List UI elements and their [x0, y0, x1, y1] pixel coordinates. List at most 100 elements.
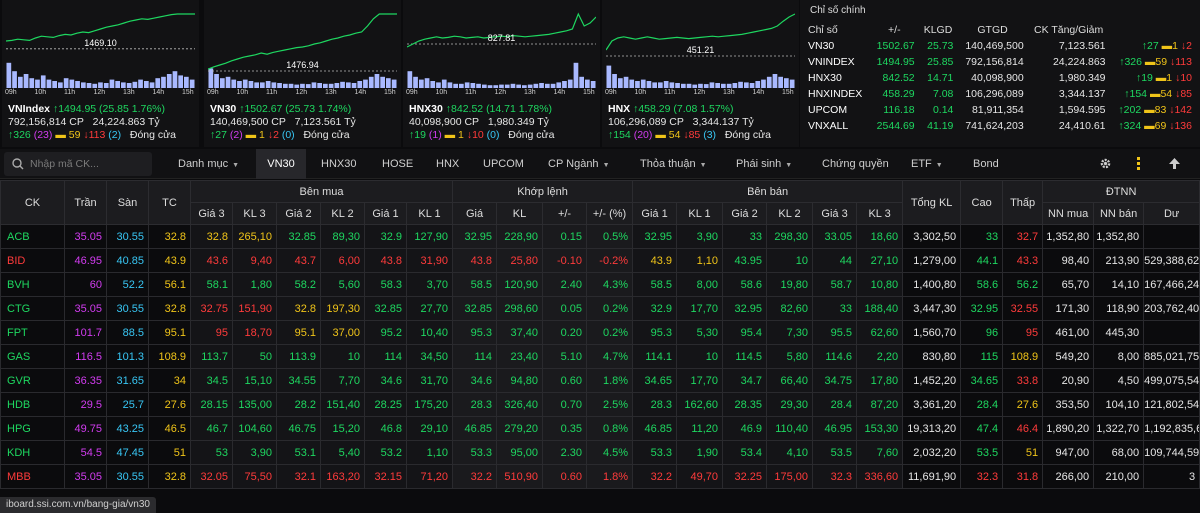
- chart-panel-vn30[interactable]: 1476.94 09h 10h 11h 12h 13h 14h 15h VN30 ↑1502.6…: [204, 0, 401, 147]
- time-axis-label: 12h: [295, 89, 308, 96]
- table-cell: 175,00: [766, 464, 814, 489]
- table-row[interactable]: BVH 60 52.2 56.1 58.1 1,80 58.2 5,60 58.3 3,70 58.…: [0, 272, 1200, 297]
- summary-change: 14.71: [927, 72, 954, 84]
- table-cell: 4.3%: [586, 272, 634, 297]
- volume-bar: [311, 82, 317, 88]
- table-cell: 2.30: [542, 440, 588, 465]
- tab-etf[interactable]: ETF ▼: [911, 158, 943, 170]
- gear-icon[interactable]: [1099, 157, 1112, 170]
- table-row[interactable]: FPT 101.7 88.5 95.1 95 18,70 95.1 37,00 95.2 10,4…: [0, 320, 1200, 345]
- tab-hnx30[interactable]: HNX30: [321, 158, 357, 170]
- floor-count: (3): [703, 129, 717, 141]
- tab-hose[interactable]: HOSE: [382, 158, 414, 170]
- summary-col-advance-decline: CK Tăng/Giảm: [1034, 24, 1104, 36]
- chart-panel-hnx[interactable]: 451.21 09h 10h 11h 12h 13h 14h 15h HNX ↑458.29 (…: [602, 0, 799, 147]
- table-cell: 28.2: [276, 392, 321, 417]
- tab-upcom[interactable]: UPCOM: [483, 158, 524, 170]
- table-row[interactable]: CTG 35.05 30.55 32.8 32.75 151,90 32.8 197,30 32…: [0, 296, 1200, 321]
- chart-panel-vnindex[interactable]: 1469.10 09h 10h 11h 12h 13h 14h 15h VNIndex ↑149…: [2, 0, 199, 147]
- volume-bar: [357, 81, 363, 88]
- tab-bond[interactable]: Bond: [973, 158, 999, 170]
- volume-bar: [430, 81, 436, 88]
- volume-bar: [363, 79, 368, 88]
- summary-row[interactable]: HNXINDEX 458.29 7.08 106,296,089 3,344.137 ↑1…: [804, 86, 1196, 102]
- summary-col-change: +/-: [888, 24, 901, 36]
- volume-bar: [317, 83, 322, 88]
- volume-bar: [231, 79, 237, 88]
- volume-bar: [606, 65, 612, 88]
- table-cell: 46.95: [812, 416, 858, 441]
- stock-symbol: FPT: [0, 320, 65, 345]
- table-cell: 40.85: [106, 248, 149, 273]
- chart-panel-hnx30[interactable]: 827.81 09h 10h 11h 12h 13h 14h 15h HNX30 ↑842.52…: [403, 0, 600, 147]
- table-cell: 3,90: [676, 224, 724, 249]
- table-cell: 10,40: [405, 320, 454, 345]
- index-volume: 40,098,900 CP: [409, 116, 480, 128]
- table-cell: 8,00: [1093, 344, 1145, 369]
- table-cell: 27,70: [405, 296, 454, 321]
- summary-row[interactable]: VNINDEX 1494.95 25.85 792,156,814 24,224.863…: [804, 54, 1196, 70]
- table-cell: 68,00: [1093, 440, 1145, 465]
- table-cell: 0.60: [542, 368, 588, 393]
- table-cell: 33: [812, 296, 858, 321]
- table-cell: 43.8: [452, 248, 498, 273]
- table-row[interactable]: MBB 35.05 30.55 32.8 32.05 75,50 32.1 163,20 32.…: [0, 464, 1200, 489]
- stock-search-input[interactable]: Nhập mã CK...: [4, 152, 152, 176]
- table-row[interactable]: GVR 36.35 31.65 34 34.5 15,10 34.55 7,70 34.6 31,…: [0, 368, 1200, 393]
- tab-danh-muc[interactable]: Danh mục ▼: [178, 158, 240, 170]
- table-cell: 95,00: [496, 440, 544, 465]
- summary-row[interactable]: VNXALL 2544.69 41.19 741,624,203 24,410.61 ↑3…: [804, 118, 1196, 134]
- table-cell: 1.8%: [586, 464, 634, 489]
- table-cell: 32.95: [722, 296, 768, 321]
- table-cell: 4,50: [1093, 368, 1145, 393]
- tab-hnx[interactable]: HNX: [436, 158, 460, 170]
- volume-bar: [482, 84, 487, 88]
- table-row[interactable]: HPG 49.75 43.25 46.5 46.7 104,60 46.75 15,20 46.…: [0, 416, 1200, 441]
- table-cell: 95.3: [452, 320, 498, 345]
- table-cell: 32.95: [452, 224, 498, 249]
- index-price-line: [208, 13, 397, 70]
- table-cell: 510,90: [496, 464, 544, 489]
- table-row[interactable]: BID 46.95 40.85 43.9 43.6 9,40 43.7 6,00 43.8 31,…: [0, 248, 1200, 273]
- volume-bar: [237, 81, 242, 88]
- time-axis-label: 09h: [605, 89, 617, 96]
- volume-bar: [121, 82, 126, 88]
- tab-phai-sinh[interactable]: Phái sinh ▼: [736, 158, 793, 170]
- table-cell: 135,00: [232, 392, 277, 417]
- table-cell: 0.05: [542, 296, 588, 321]
- table-cell: 50: [232, 344, 277, 369]
- summary-row[interactable]: UPCOM 116.18 0.14 81,911,354 1,594.595 ↑202 ▬…: [804, 102, 1196, 118]
- table-cell: 95.4: [722, 320, 768, 345]
- table-row[interactable]: GAS 116.5 101.3 108.9 113.7 50 113.9 10 114 34,50…: [0, 344, 1200, 369]
- volume-bar: [220, 78, 225, 88]
- group-khop-lenh: Khớp lệnh: [452, 180, 634, 203]
- summary-change: 41.19: [927, 120, 954, 132]
- volume-bar: [126, 83, 132, 88]
- more-vertical-icon[interactable]: [1136, 157, 1142, 171]
- tab-vn30[interactable]: VN30: [256, 149, 306, 179]
- table-cell: 95.2: [364, 320, 407, 345]
- table-row[interactable]: HDB 29.5 25.7 27.6 28.15 135,00 28.2 151,40 28.2…: [0, 392, 1200, 417]
- volume-bar: [766, 76, 772, 88]
- summary-change: 25.73: [927, 40, 954, 52]
- tab-thoa-thuan[interactable]: Thỏa thuận ▼: [640, 158, 707, 170]
- stock-symbol: BVH: [0, 272, 65, 297]
- index-value: 24,224.863 Tỷ: [92, 116, 160, 128]
- table-cell: -0.2%: [586, 248, 634, 273]
- tab-cp-nganh[interactable]: CP Ngành ▼: [548, 158, 610, 170]
- volume-bar: [149, 82, 155, 88]
- summary-title: Chỉ số chính: [810, 5, 866, 16]
- session-status: Đóng cửa: [129, 129, 177, 141]
- sub-column-header: Giá 2: [722, 202, 768, 225]
- summary-row[interactable]: HNX30 842.52 14.71 40,098,900 1,980.349 ↑19 ▬…: [804, 70, 1196, 86]
- table-cell: 830,80: [902, 344, 962, 369]
- volume-bar: [63, 78, 69, 88]
- sub-column-header: KL 2: [320, 202, 365, 225]
- table-cell: 121,802,54: [1143, 392, 1200, 417]
- summary-row[interactable]: VN30 1502.67 25.73 140,469,500 7,123.561 ↑27 …: [804, 38, 1196, 54]
- table-row[interactable]: ACB 35.05 30.55 32.8 32.8 265,10 32.85 89,30 32.…: [0, 224, 1200, 249]
- table-row[interactable]: KDH 54.5 47.45 51 53 3,90 53.1 5,40 53.2 1,10 53.3…: [0, 440, 1200, 465]
- tab-chung-quyen[interactable]: Chứng quyền: [822, 158, 889, 170]
- volume-bar: [46, 79, 52, 88]
- arrow-up-icon[interactable]: [1168, 157, 1181, 170]
